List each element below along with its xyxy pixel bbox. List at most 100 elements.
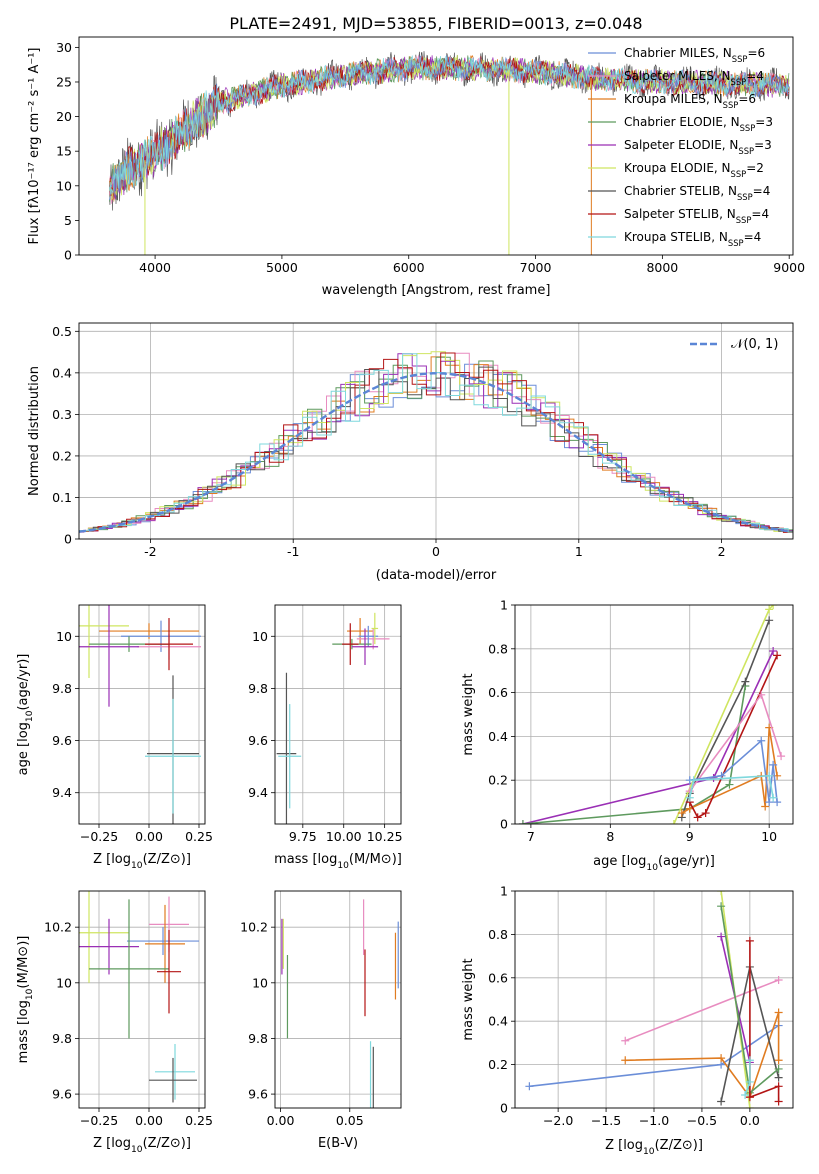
weight-marker: [774, 1097, 783, 1106]
y-tick-label: 10: [56, 975, 72, 990]
weight-marker: [717, 891, 726, 895]
x-axis-label: Z [log10(Z/Z⊙)]: [93, 852, 191, 871]
errorbars: [79, 891, 199, 1103]
weight-marker: [525, 1082, 534, 1091]
legend-text: Salpeter MILES, N: [624, 69, 731, 83]
weight-series-9: [688, 774, 774, 798]
weight-marker: [774, 1073, 783, 1082]
label-part: (age/yr)]: [16, 654, 31, 711]
legend-text: Kroupa STELIB, N: [624, 230, 728, 244]
x-tick-label: 8: [606, 829, 614, 844]
x-axis-label: Z [log10(Z/Z⊙)]: [605, 1138, 703, 1157]
label-part: (Z/Z⊙)]: [143, 1136, 191, 1151]
label-part: Z [log: [93, 1136, 131, 1151]
weight-series-3: [681, 620, 770, 818]
x-tick-label: -2: [144, 544, 156, 559]
y-tick-label: 30: [56, 40, 72, 55]
weight-marker: [769, 646, 778, 655]
y-tick-label: 0.5: [52, 324, 72, 339]
label-part: (age/yr)]: [658, 854, 715, 869]
weight-marker: [774, 1064, 783, 1073]
y-tick-label: 0.4: [52, 365, 72, 380]
legend-sub: SSP: [732, 54, 748, 64]
x-tick-label: −0.25: [80, 829, 118, 844]
legend-label: Chabrier STELIB, NSSP=4: [624, 184, 770, 202]
y-tick-label: 0: [500, 817, 508, 832]
x-tick-label: −0.25: [80, 1113, 118, 1128]
y-tick-label: 9.4: [248, 785, 268, 800]
legend-text: Kroupa ELODIE, N: [624, 161, 731, 175]
y-tick-label: 9.6: [52, 1087, 72, 1102]
axes-frame: [514, 604, 794, 825]
y-tick-label: 0.4: [488, 729, 508, 744]
y-tick-label: 9.8: [248, 681, 268, 696]
axes-frame: [78, 322, 794, 540]
x-tick-label: 0.25: [185, 1113, 213, 1128]
legend-text: Kroupa MILES, N: [624, 92, 723, 106]
x-tick-label: 7: [527, 829, 535, 844]
weight-series-6: [688, 655, 778, 819]
y-tick-label: 9.6: [248, 1087, 268, 1102]
legend-label: Chabrier MILES, NSSP=6: [624, 46, 765, 64]
weight-marker: [701, 809, 710, 818]
subscript: 10: [131, 861, 143, 871]
legend-eq: =2: [746, 161, 764, 175]
histogram-7: [79, 366, 793, 534]
spectrum-lines: [109, 51, 790, 255]
spectrum-panel: 4000 5000 6000 7000 8000 9000 0 5 10 15 20 25 30 Chab…: [27, 36, 805, 298]
y-tick-label: 10: [56, 629, 72, 644]
weight-series-2: [624, 979, 779, 1042]
x-tick-label: 1: [575, 544, 583, 559]
label-part: age [log: [16, 722, 31, 775]
x-tick-label: 0.05: [336, 1113, 364, 1128]
x-tick-label: 10.25: [367, 829, 403, 844]
y-axis-label: mass weight: [461, 673, 476, 755]
weight-marker: [745, 936, 754, 945]
label-part: (Z/Z⊙)]: [143, 852, 191, 867]
weight-marker: [769, 793, 778, 802]
y-axis-label: mass [log10(M/M⊙)]: [16, 936, 35, 1064]
legend-eq: =4: [751, 207, 769, 221]
weight-lines: [525, 891, 783, 1108]
weight-marker: [741, 677, 750, 686]
subscript: 10: [337, 861, 349, 871]
label-part: (M/M⊙)]: [349, 852, 402, 867]
y-tick-label: 0.3: [52, 407, 72, 422]
label-part: E(B-V): [318, 1136, 358, 1151]
weight-series-1: [522, 650, 774, 824]
y-tick-label: 9.8: [248, 1031, 268, 1046]
legend-eq: =6: [747, 46, 765, 60]
x-tick-label: 0.00: [135, 1113, 163, 1128]
legend-sub: SSP: [723, 100, 739, 110]
x-tick-label: −1.0: [639, 1113, 669, 1128]
axes-frame: [274, 890, 402, 1109]
legend-label: Chabrier ELODIE, NSSP=3: [624, 115, 773, 133]
label-part: age [log: [593, 854, 646, 869]
legend-eq: =4: [753, 184, 771, 198]
y-tick-label: 9.8: [52, 681, 72, 696]
legend-text: Chabrier ELODIE, N: [624, 115, 740, 129]
legend-label: Kroupa ELODIE, NSSP=2: [624, 161, 764, 179]
weight-marker: [757, 736, 766, 745]
axes-frame: [78, 36, 794, 256]
errorbars: [281, 899, 399, 1108]
legend-eq: =6: [738, 92, 756, 106]
weight_vs_Z-panel: −2.0 −1.5 −1.0 −0.5 0.0 0 0.2 0.4 0.6 0.8 1 Z [log1…: [461, 884, 794, 1157]
legend-label: Salpeter ELODIE, NSSP=3: [624, 138, 772, 156]
legend-eq: =4: [744, 230, 762, 244]
weight-marker: [717, 1054, 726, 1063]
x-tick-label: 9: [686, 829, 694, 844]
subscript: 10: [646, 863, 658, 873]
weight-marker: [745, 1077, 754, 1086]
x-tick-label: 7000: [520, 260, 552, 275]
x-tick-label: 9.75: [289, 829, 317, 844]
x-tick-label: 2: [718, 544, 726, 559]
x-tick-label: -1: [287, 544, 299, 559]
legend-eq: =4: [746, 69, 764, 83]
y-tick-label: 0: [500, 1101, 508, 1116]
y-tick-label: 0.2: [52, 448, 72, 463]
y-tick-label: 1: [500, 598, 508, 613]
